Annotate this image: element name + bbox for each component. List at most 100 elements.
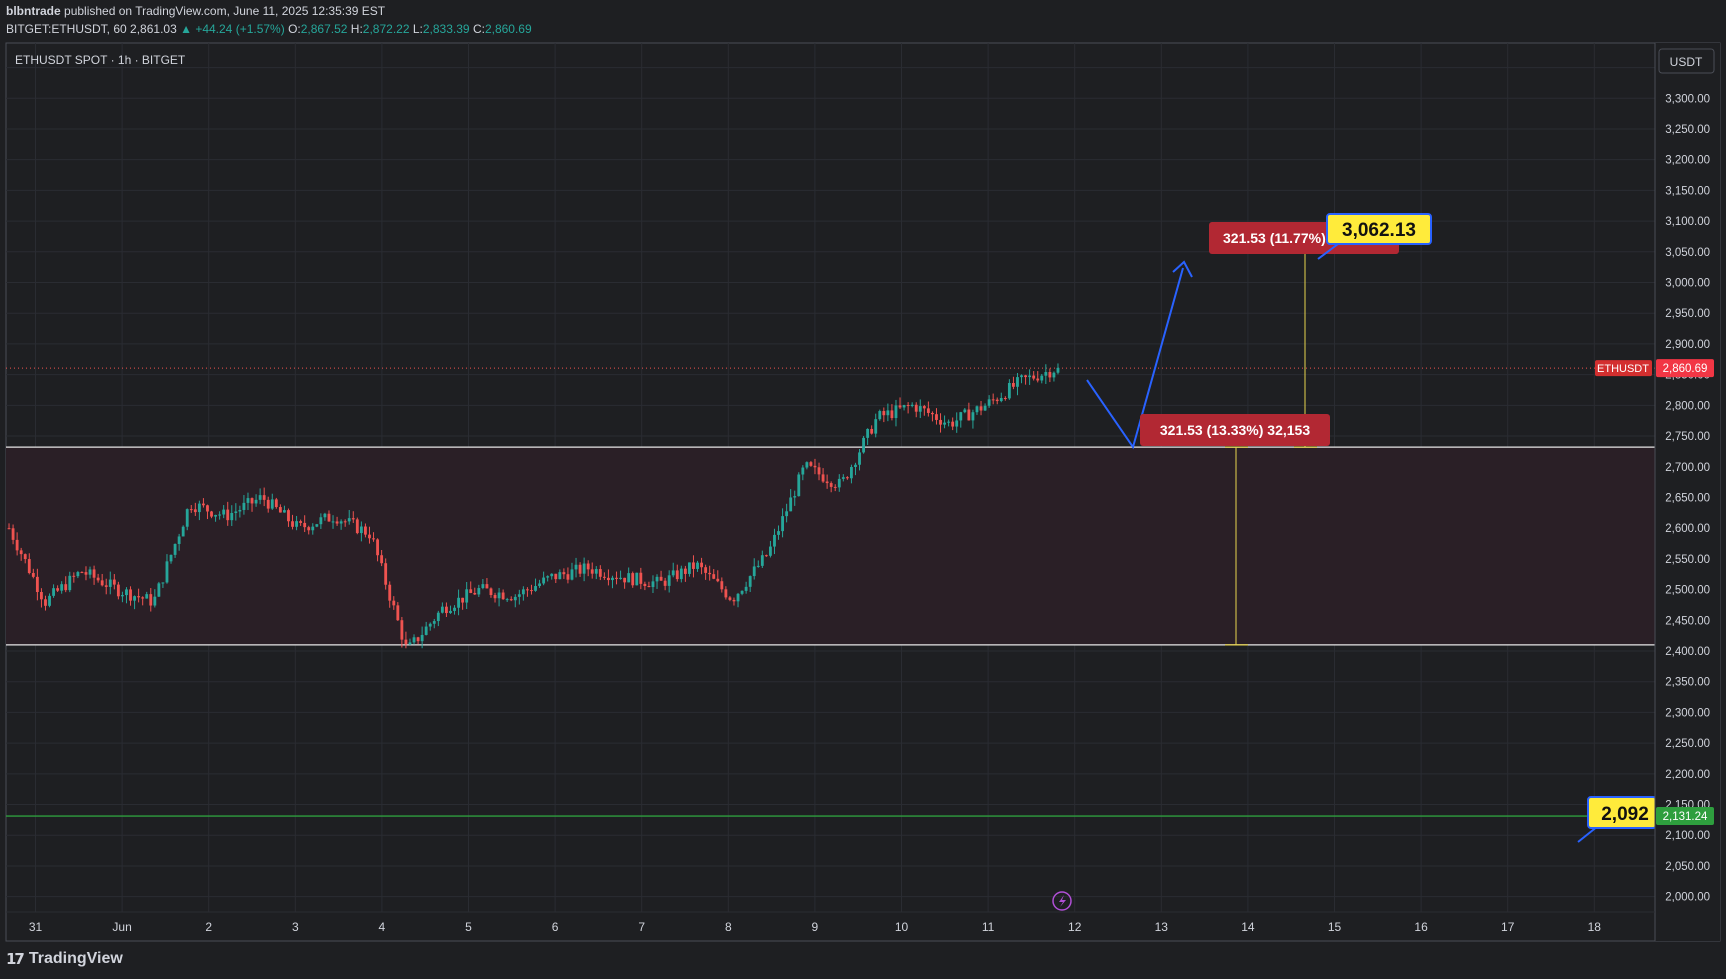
candle-body — [319, 517, 323, 525]
tradingview-icon: 𝟭𝟳 — [6, 951, 25, 968]
candle-body — [485, 584, 489, 589]
x-tick-label: 3 — [292, 920, 299, 934]
lightning-icon[interactable] — [1052, 891, 1072, 911]
current-price-badge — [1656, 359, 1714, 378]
candle-body — [149, 594, 153, 606]
candle-body — [1007, 382, 1011, 399]
candle-body — [125, 589, 128, 596]
candle-body — [96, 577, 100, 581]
candle-body — [347, 518, 351, 522]
x-tick-label: 7 — [638, 920, 645, 934]
candle-body — [72, 575, 76, 577]
candle-body — [651, 581, 655, 588]
range-zone — [6, 447, 1655, 645]
candle-body — [364, 526, 367, 535]
candle-body — [250, 498, 254, 504]
candle-body — [837, 478, 841, 488]
close-label: C: — [472, 22, 485, 36]
publisher-name[interactable]: blbntrade — [6, 4, 61, 18]
candle-body — [736, 593, 740, 602]
candle-body — [185, 509, 189, 527]
candle-body — [88, 569, 92, 575]
candle-body — [562, 572, 566, 575]
candle-body — [1052, 372, 1056, 378]
open-value: 2,867.52 — [300, 22, 348, 36]
candle-body — [7, 528, 11, 530]
candle-body — [84, 572, 88, 575]
candle-body — [145, 594, 149, 599]
current-price-label: 2,860.69 — [1663, 363, 1708, 375]
candle-body — [854, 464, 857, 467]
candle-body — [570, 569, 574, 580]
candle-body — [910, 404, 914, 407]
candle-body — [906, 405, 910, 407]
currency-button[interactable] — [1658, 48, 1715, 74]
candle-body — [27, 559, 31, 574]
candle-body — [947, 421, 951, 423]
price-change: ▲ +44.24 (+1.57%) — [180, 22, 285, 36]
candle-body — [983, 405, 987, 411]
candle-body — [659, 576, 663, 581]
candle-body — [465, 589, 469, 603]
candle-body — [384, 563, 388, 585]
price-badges: ETHUSDT 2,860.69 2,131.24 — [1595, 359, 1714, 826]
candle-body — [1028, 375, 1032, 378]
drawings[interactable]: 321.53 (13.33%) 32,153 321.53 (11.77%) 3,0… — [1086, 213, 1657, 843]
candle-body — [169, 554, 173, 562]
candle-body — [991, 399, 995, 401]
candle-body — [894, 405, 898, 419]
candle-body — [1036, 378, 1040, 381]
candle-body — [594, 569, 598, 574]
candle-body — [862, 437, 865, 453]
candle-body — [181, 526, 185, 537]
candle-body — [882, 411, 886, 416]
candle-body — [19, 550, 23, 555]
candle-body — [825, 481, 829, 484]
measure-label-2: 321.53 (11.77%) — [1223, 230, 1326, 246]
candle-body — [967, 409, 971, 421]
price-axis[interactable] — [1655, 43, 1720, 941]
candle-body — [1044, 372, 1048, 376]
candle-body — [829, 483, 833, 487]
candle-body — [878, 411, 882, 420]
candle-body — [283, 510, 286, 513]
candle-body — [639, 572, 643, 584]
measure-label-1-box — [1140, 414, 1330, 446]
candle-body — [955, 420, 959, 427]
y-tick-label: 3,100.00 — [1665, 216, 1710, 228]
y-tick-label: 3,000.00 — [1665, 278, 1710, 290]
candle-body — [1048, 372, 1052, 378]
candle-body — [432, 621, 436, 624]
candle-body — [542, 577, 546, 584]
candle-body — [590, 569, 594, 574]
y-tick-label: 2,000.00 — [1665, 892, 1710, 904]
y-tick-label: 3,200.00 — [1665, 155, 1710, 167]
support-callout: 2,092 — [1601, 804, 1649, 825]
candle-body — [623, 577, 627, 583]
tradingview-logo[interactable]: 𝟭𝟳 TradingView — [6, 950, 123, 968]
symbol-line: BITGET:ETHUSDT, 60 — [6, 22, 127, 36]
candle-body — [262, 495, 266, 500]
candle-body — [238, 509, 242, 512]
candle-body — [959, 412, 963, 421]
candle-body — [457, 597, 460, 608]
candle-body — [926, 408, 930, 413]
candle-body — [80, 572, 84, 574]
candle-body — [805, 462, 809, 468]
candle-body — [48, 595, 51, 606]
target-callout-box — [1326, 213, 1432, 245]
candle-body — [752, 566, 756, 577]
candle-body — [501, 592, 505, 600]
candle-body — [453, 607, 456, 611]
candle-body — [550, 573, 554, 577]
candle-body — [177, 536, 181, 544]
candle-body — [489, 588, 493, 596]
candle-body — [643, 583, 647, 586]
candle-body — [785, 511, 789, 517]
candle-body — [931, 412, 934, 415]
candle-body — [769, 546, 772, 556]
candle-body — [615, 577, 618, 579]
candle-body — [218, 514, 222, 516]
candle-body — [679, 568, 683, 580]
